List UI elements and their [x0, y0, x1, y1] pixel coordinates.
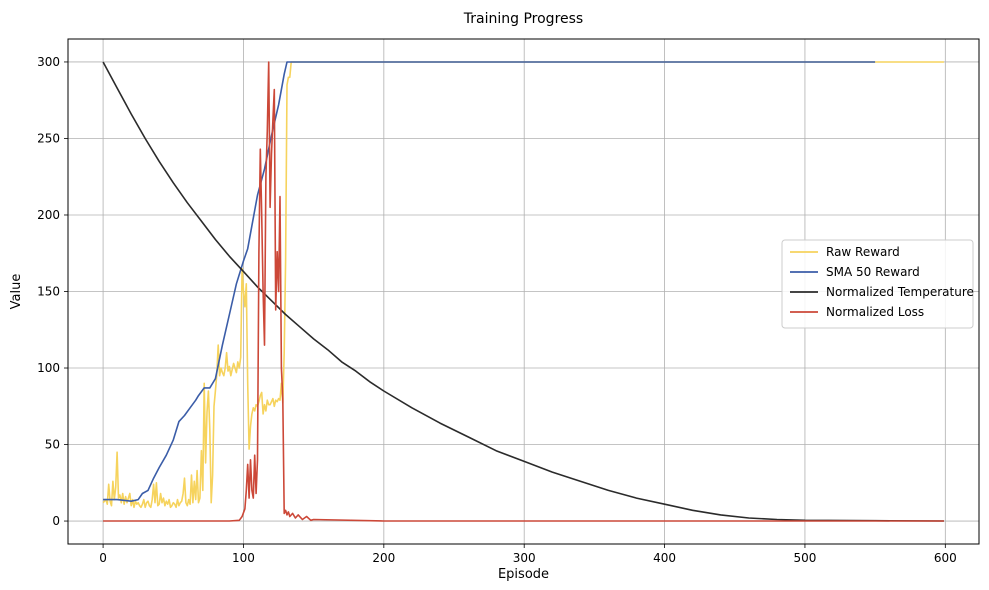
legend-label: SMA 50 Reward [826, 265, 920, 279]
y-tick-label: 250 [37, 131, 60, 145]
legend-label: Normalized Loss [826, 305, 924, 319]
x-tick-label: 600 [934, 551, 957, 565]
x-tick-label: 500 [793, 551, 816, 565]
x-tick-label: 300 [513, 551, 536, 565]
y-tick-label: 300 [37, 55, 60, 69]
series-line-3 [102, 61, 944, 522]
legend-label: Normalized Temperature [826, 285, 974, 299]
y-tick-label: 150 [37, 285, 60, 299]
series-line-2 [103, 61, 876, 503]
x-tick-label: 200 [372, 551, 395, 565]
y-tick-label: 0 [52, 514, 60, 528]
x-axis-label: Episode [498, 567, 549, 582]
legend-box [781, 239, 974, 329]
x-tick-label: 400 [653, 551, 676, 565]
x-tick-label: 0 [99, 551, 107, 565]
y-axis-ticks: 0 50 100 150 200 250 300 [37, 55, 68, 528]
chart-title: Training Progress [463, 11, 583, 27]
series-line-1 [102, 61, 944, 509]
legend: Raw Reward SMA 50 Reward Normalized Temper… [781, 239, 974, 329]
y-tick-label: 50 [45, 438, 60, 452]
y-tick-label: 200 [37, 208, 60, 222]
legend-label: Raw Reward [826, 245, 900, 259]
x-tick-label: 100 [232, 551, 255, 565]
x-axis-ticks: 0 100 200 300 400 500 600 [99, 544, 957, 565]
series-lines [102, 61, 944, 522]
y-axis-label: Value [9, 274, 24, 310]
y-tick-label: 100 [37, 361, 60, 375]
series-line-4 [103, 61, 944, 522]
